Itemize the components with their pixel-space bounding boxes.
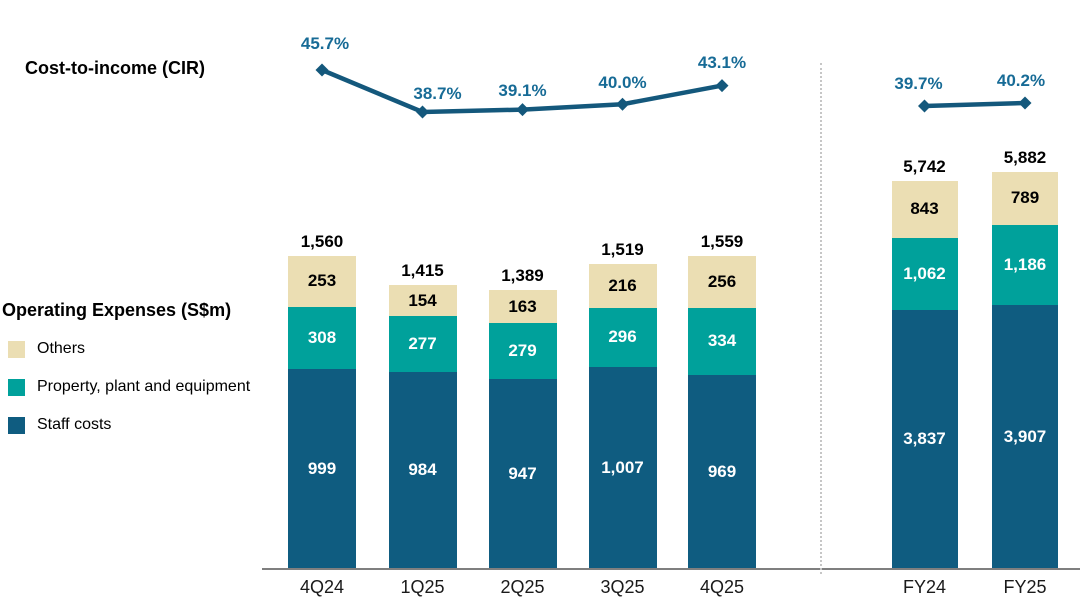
legend: Others Property, plant and equipment Staff… <box>8 340 250 434</box>
cir-point-marker-FY24 <box>918 99 931 113</box>
x-axis-label-4Q24: 4Q24 <box>299 577 345 597</box>
bar-total-label-3Q25: 1,519 <box>601 240 644 260</box>
bar-segment-4Q24-0: 253 <box>288 256 356 307</box>
x-axis-label-FY24: FY24 <box>902 577 947 597</box>
x-axis-line <box>262 568 1080 570</box>
bar-total-label-FY24: 5,742 <box>903 157 946 176</box>
bar-segment-FY25-1: 1,186 <box>992 224 1058 305</box>
bar-segment-3Q25-0: 216 <box>588 264 657 308</box>
stacked-bar-FY24: 843 1,062 3,837 <box>891 181 958 569</box>
x-axis-label-4Q25: 4Q25 <box>699 577 745 597</box>
legend-item-2: Staff costs <box>8 416 250 434</box>
stacked-bar-2Q25: 163 279 947 <box>488 290 557 569</box>
bar-segment-2Q25-2: 947 <box>488 379 557 569</box>
legend-swatch-icon <box>8 416 25 434</box>
legend-item-0: Others <box>8 340 250 358</box>
legend-swatch-icon <box>8 340 25 358</box>
cir-line-full-year <box>924 100 1026 109</box>
cir-point-marker-3Q25 <box>616 97 629 111</box>
stacked-bar-4Q24: 253 308 999 <box>288 256 356 569</box>
bar-total-label-4Q24: 1,560 <box>300 232 344 252</box>
x-axis-label-3Q25: 3Q25 <box>600 577 645 597</box>
cir-point-marker-4Q24 <box>315 63 329 77</box>
bar-segment-FY24-2: 3,837 <box>891 309 958 569</box>
bar-segment-4Q25-1: 334 <box>688 307 756 375</box>
bar-total-label-FY25: 5,882 <box>1003 147 1047 167</box>
bar-segment-2Q25-0: 163 <box>488 290 557 324</box>
bar-segment-FY24-0: 843 <box>891 181 958 238</box>
bar-segment-FY25-0: 789 <box>992 171 1058 225</box>
legend-item-label: Staff costs <box>37 416 112 433</box>
stacked-bar-FY25: 789 1,186 3,907 <box>992 171 1058 569</box>
stacked-bar-3Q25: 216 296 1,007 <box>588 264 657 569</box>
cir-value-label-2Q25: 39.1% <box>498 80 547 100</box>
bar-total-label-4Q25: 1,559 <box>700 232 744 252</box>
bar-segment-1Q25-0: 154 <box>388 285 457 317</box>
bar-segment-4Q25-2: 969 <box>688 374 756 569</box>
legend-item-label: Property, plant and equipment <box>37 378 251 395</box>
bar-segment-4Q24-1: 308 <box>288 306 356 369</box>
period-divider-dotted-line <box>820 63 822 574</box>
stacked-bar-1Q25: 154 277 984 <box>388 285 457 569</box>
bar-total-label-1Q25: 1,415 <box>401 261 444 281</box>
cir-point-marker-4Q25 <box>715 79 729 93</box>
bar-segment-1Q25-1: 277 <box>388 316 457 372</box>
bar-segment-2Q25-1: 279 <box>488 323 557 379</box>
bar-segment-FY25-2: 3,907 <box>992 304 1058 569</box>
opex-axis-title: Operating Expenses (S$m) <box>2 300 232 320</box>
cir-value-label-3Q25: 40.0% <box>598 73 647 93</box>
bar-segment-1Q25-2: 984 <box>388 371 457 569</box>
stacked-bar-4Q25: 256 334 969 <box>688 256 756 569</box>
x-axis-label-1Q25: 1Q25 <box>400 577 445 597</box>
bar-segment-4Q24-2: 999 <box>288 368 356 569</box>
cir-value-label-1Q25: 38.7% <box>413 84 462 103</box>
bar-segment-3Q25-2: 1,007 <box>588 366 657 569</box>
cir-point-marker-2Q25 <box>516 103 529 117</box>
legend-swatch-icon <box>8 378 25 396</box>
bar-total-label-2Q25: 1,389 <box>501 266 544 286</box>
x-axis-label-2Q25: 2Q25 <box>500 577 545 597</box>
cir-value-label-FY24: 39.7% <box>894 74 943 93</box>
bar-segment-4Q25-0: 256 <box>688 256 756 308</box>
cir-series-title: Cost-to-income (CIR) <box>25 58 205 78</box>
legend-item-1: Property, plant and equipment <box>8 378 250 396</box>
bar-segment-3Q25-1: 296 <box>588 307 657 367</box>
cir-point-marker-FY25 <box>1018 96 1032 110</box>
cir-value-label-4Q25: 43.1% <box>697 52 747 72</box>
bar-segment-FY24-1: 1,062 <box>891 237 958 310</box>
cir-point-marker-1Q25 <box>416 105 429 119</box>
cir-value-label-4Q24: 45.7% <box>300 34 350 53</box>
legend-item-label: Others <box>37 340 86 357</box>
cir-value-label-FY25: 40.2% <box>996 71 1046 90</box>
x-axis-label-FY25: FY25 <box>1003 577 1047 597</box>
